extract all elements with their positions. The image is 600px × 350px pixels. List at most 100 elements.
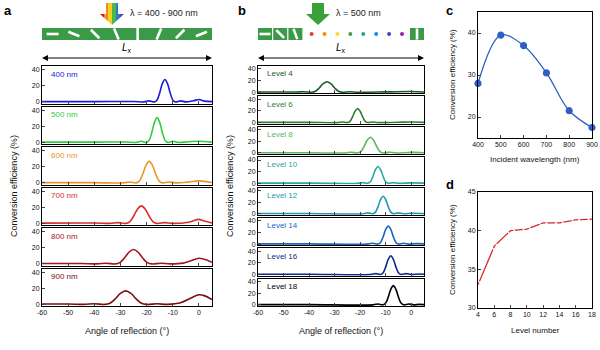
svg-text:45: 45 bbox=[468, 188, 476, 195]
svg-text:0: 0 bbox=[197, 309, 201, 316]
svg-text:600 nm: 600 nm bbox=[51, 151, 78, 160]
svg-text:c: c bbox=[446, 3, 453, 18]
svg-text:Level 18: Level 18 bbox=[267, 282, 298, 291]
svg-text:-60: -60 bbox=[253, 309, 263, 316]
svg-text:40: 40 bbox=[248, 126, 256, 133]
svg-text:12: 12 bbox=[539, 311, 547, 318]
svg-text:40: 40 bbox=[248, 248, 256, 255]
svg-text:0: 0 bbox=[252, 241, 256, 248]
svg-text:Conversion efficiency (%): Conversion efficiency (%) bbox=[448, 204, 457, 295]
svg-text:20: 20 bbox=[32, 204, 40, 211]
svg-text:40: 40 bbox=[248, 217, 256, 224]
svg-text:20: 20 bbox=[248, 107, 256, 114]
svg-text:8: 8 bbox=[509, 311, 513, 318]
svg-text:Angle of reflection (°): Angle of reflection (°) bbox=[299, 326, 383, 336]
svg-text:λ = 500 nm: λ = 500 nm bbox=[336, 8, 381, 18]
svg-text:Angle of reflection (°): Angle of reflection (°) bbox=[85, 326, 169, 336]
svg-text:500 nm: 500 nm bbox=[51, 110, 78, 119]
svg-text:35: 35 bbox=[468, 266, 476, 273]
svg-text:Level 6: Level 6 bbox=[267, 100, 293, 109]
svg-text:40: 40 bbox=[248, 187, 256, 194]
svg-text:40: 40 bbox=[468, 227, 476, 234]
svg-text:Level 12: Level 12 bbox=[267, 191, 298, 200]
svg-text:20: 20 bbox=[248, 290, 256, 297]
svg-text:b: b bbox=[238, 3, 246, 18]
svg-text:20: 20 bbox=[248, 199, 256, 206]
svg-text:0: 0 bbox=[36, 139, 40, 146]
svg-text:Level 10: Level 10 bbox=[267, 160, 298, 169]
svg-text:4: 4 bbox=[476, 311, 480, 318]
svg-text:0: 0 bbox=[252, 271, 256, 278]
svg-text:-40: -40 bbox=[89, 309, 99, 316]
svg-text:a: a bbox=[4, 3, 12, 18]
svg-text:-20: -20 bbox=[142, 309, 152, 316]
svg-text:0: 0 bbox=[252, 301, 256, 308]
svg-text:16: 16 bbox=[572, 311, 580, 318]
svg-text:18: 18 bbox=[588, 311, 596, 318]
svg-text:Level 14: Level 14 bbox=[267, 221, 298, 230]
svg-text:40: 40 bbox=[468, 29, 476, 36]
svg-text:20: 20 bbox=[32, 285, 40, 292]
svg-text:20: 20 bbox=[32, 82, 40, 89]
svg-text:Level 16: Level 16 bbox=[267, 252, 298, 261]
svg-text:40: 40 bbox=[248, 65, 256, 72]
svg-text:Conversion efficiency (%): Conversion efficiency (%) bbox=[9, 135, 19, 237]
svg-text:-50: -50 bbox=[63, 309, 73, 316]
svg-text:-60: -60 bbox=[37, 309, 47, 316]
svg-text:L​x​: L​x​ bbox=[122, 42, 132, 54]
svg-text:20: 20 bbox=[248, 259, 256, 266]
svg-text:20: 20 bbox=[248, 77, 256, 84]
svg-text:20: 20 bbox=[248, 229, 256, 236]
svg-text:400: 400 bbox=[472, 141, 484, 148]
svg-text:Level number: Level number bbox=[511, 326, 560, 335]
svg-text:0: 0 bbox=[36, 179, 40, 186]
svg-text:700: 700 bbox=[541, 141, 553, 148]
svg-text:Conversion efficiency (%): Conversion efficiency (%) bbox=[225, 135, 235, 237]
svg-text:700 nm: 700 nm bbox=[51, 191, 78, 200]
svg-text:L​x​: L​x​ bbox=[336, 42, 346, 54]
svg-text:0: 0 bbox=[252, 89, 256, 96]
svg-text:Level 8: Level 8 bbox=[267, 130, 293, 139]
svg-text:14: 14 bbox=[556, 311, 564, 318]
svg-text:-30: -30 bbox=[115, 309, 125, 316]
svg-text:400 nm: 400 nm bbox=[51, 70, 78, 79]
svg-text:Incident wavelength (nm): Incident wavelength (nm) bbox=[490, 155, 580, 164]
svg-text:0: 0 bbox=[36, 260, 40, 267]
svg-text:0: 0 bbox=[252, 119, 256, 126]
svg-text:-10: -10 bbox=[168, 309, 178, 316]
svg-text:40: 40 bbox=[248, 96, 256, 103]
svg-text:Conversion efficiency (%): Conversion efficiency (%) bbox=[448, 29, 457, 120]
svg-text:30: 30 bbox=[468, 304, 476, 311]
svg-text:40: 40 bbox=[32, 107, 40, 114]
svg-text:-20: -20 bbox=[355, 309, 365, 316]
svg-text:800 nm: 800 nm bbox=[51, 232, 78, 241]
svg-text:40: 40 bbox=[32, 147, 40, 154]
svg-text:40: 40 bbox=[32, 188, 40, 195]
svg-text:900: 900 bbox=[586, 141, 598, 148]
svg-text:0: 0 bbox=[252, 210, 256, 217]
svg-text:0: 0 bbox=[409, 309, 413, 316]
svg-text:40: 40 bbox=[32, 228, 40, 235]
svg-text:20: 20 bbox=[32, 123, 40, 130]
svg-text:20: 20 bbox=[468, 113, 476, 120]
svg-text:800: 800 bbox=[563, 141, 575, 148]
svg-text:λ = 400 - 900 nm: λ = 400 - 900 nm bbox=[130, 8, 198, 18]
svg-text:40: 40 bbox=[248, 156, 256, 163]
svg-text:d: d bbox=[446, 177, 454, 192]
svg-text:20: 20 bbox=[248, 138, 256, 145]
svg-text:20: 20 bbox=[32, 163, 40, 170]
svg-text:500: 500 bbox=[495, 141, 507, 148]
svg-text:10: 10 bbox=[523, 311, 531, 318]
svg-text:40: 40 bbox=[32, 66, 40, 73]
svg-text:-50: -50 bbox=[278, 309, 288, 316]
svg-text:-30: -30 bbox=[330, 309, 340, 316]
svg-text:40: 40 bbox=[248, 278, 256, 285]
svg-text:900 nm: 900 nm bbox=[51, 272, 78, 281]
svg-text:0: 0 bbox=[252, 180, 256, 187]
svg-text:6: 6 bbox=[492, 311, 496, 318]
svg-text:20: 20 bbox=[32, 244, 40, 251]
svg-text:600: 600 bbox=[518, 141, 530, 148]
svg-text:20: 20 bbox=[248, 168, 256, 175]
svg-text:40: 40 bbox=[32, 269, 40, 276]
svg-text:-10: -10 bbox=[381, 309, 391, 316]
